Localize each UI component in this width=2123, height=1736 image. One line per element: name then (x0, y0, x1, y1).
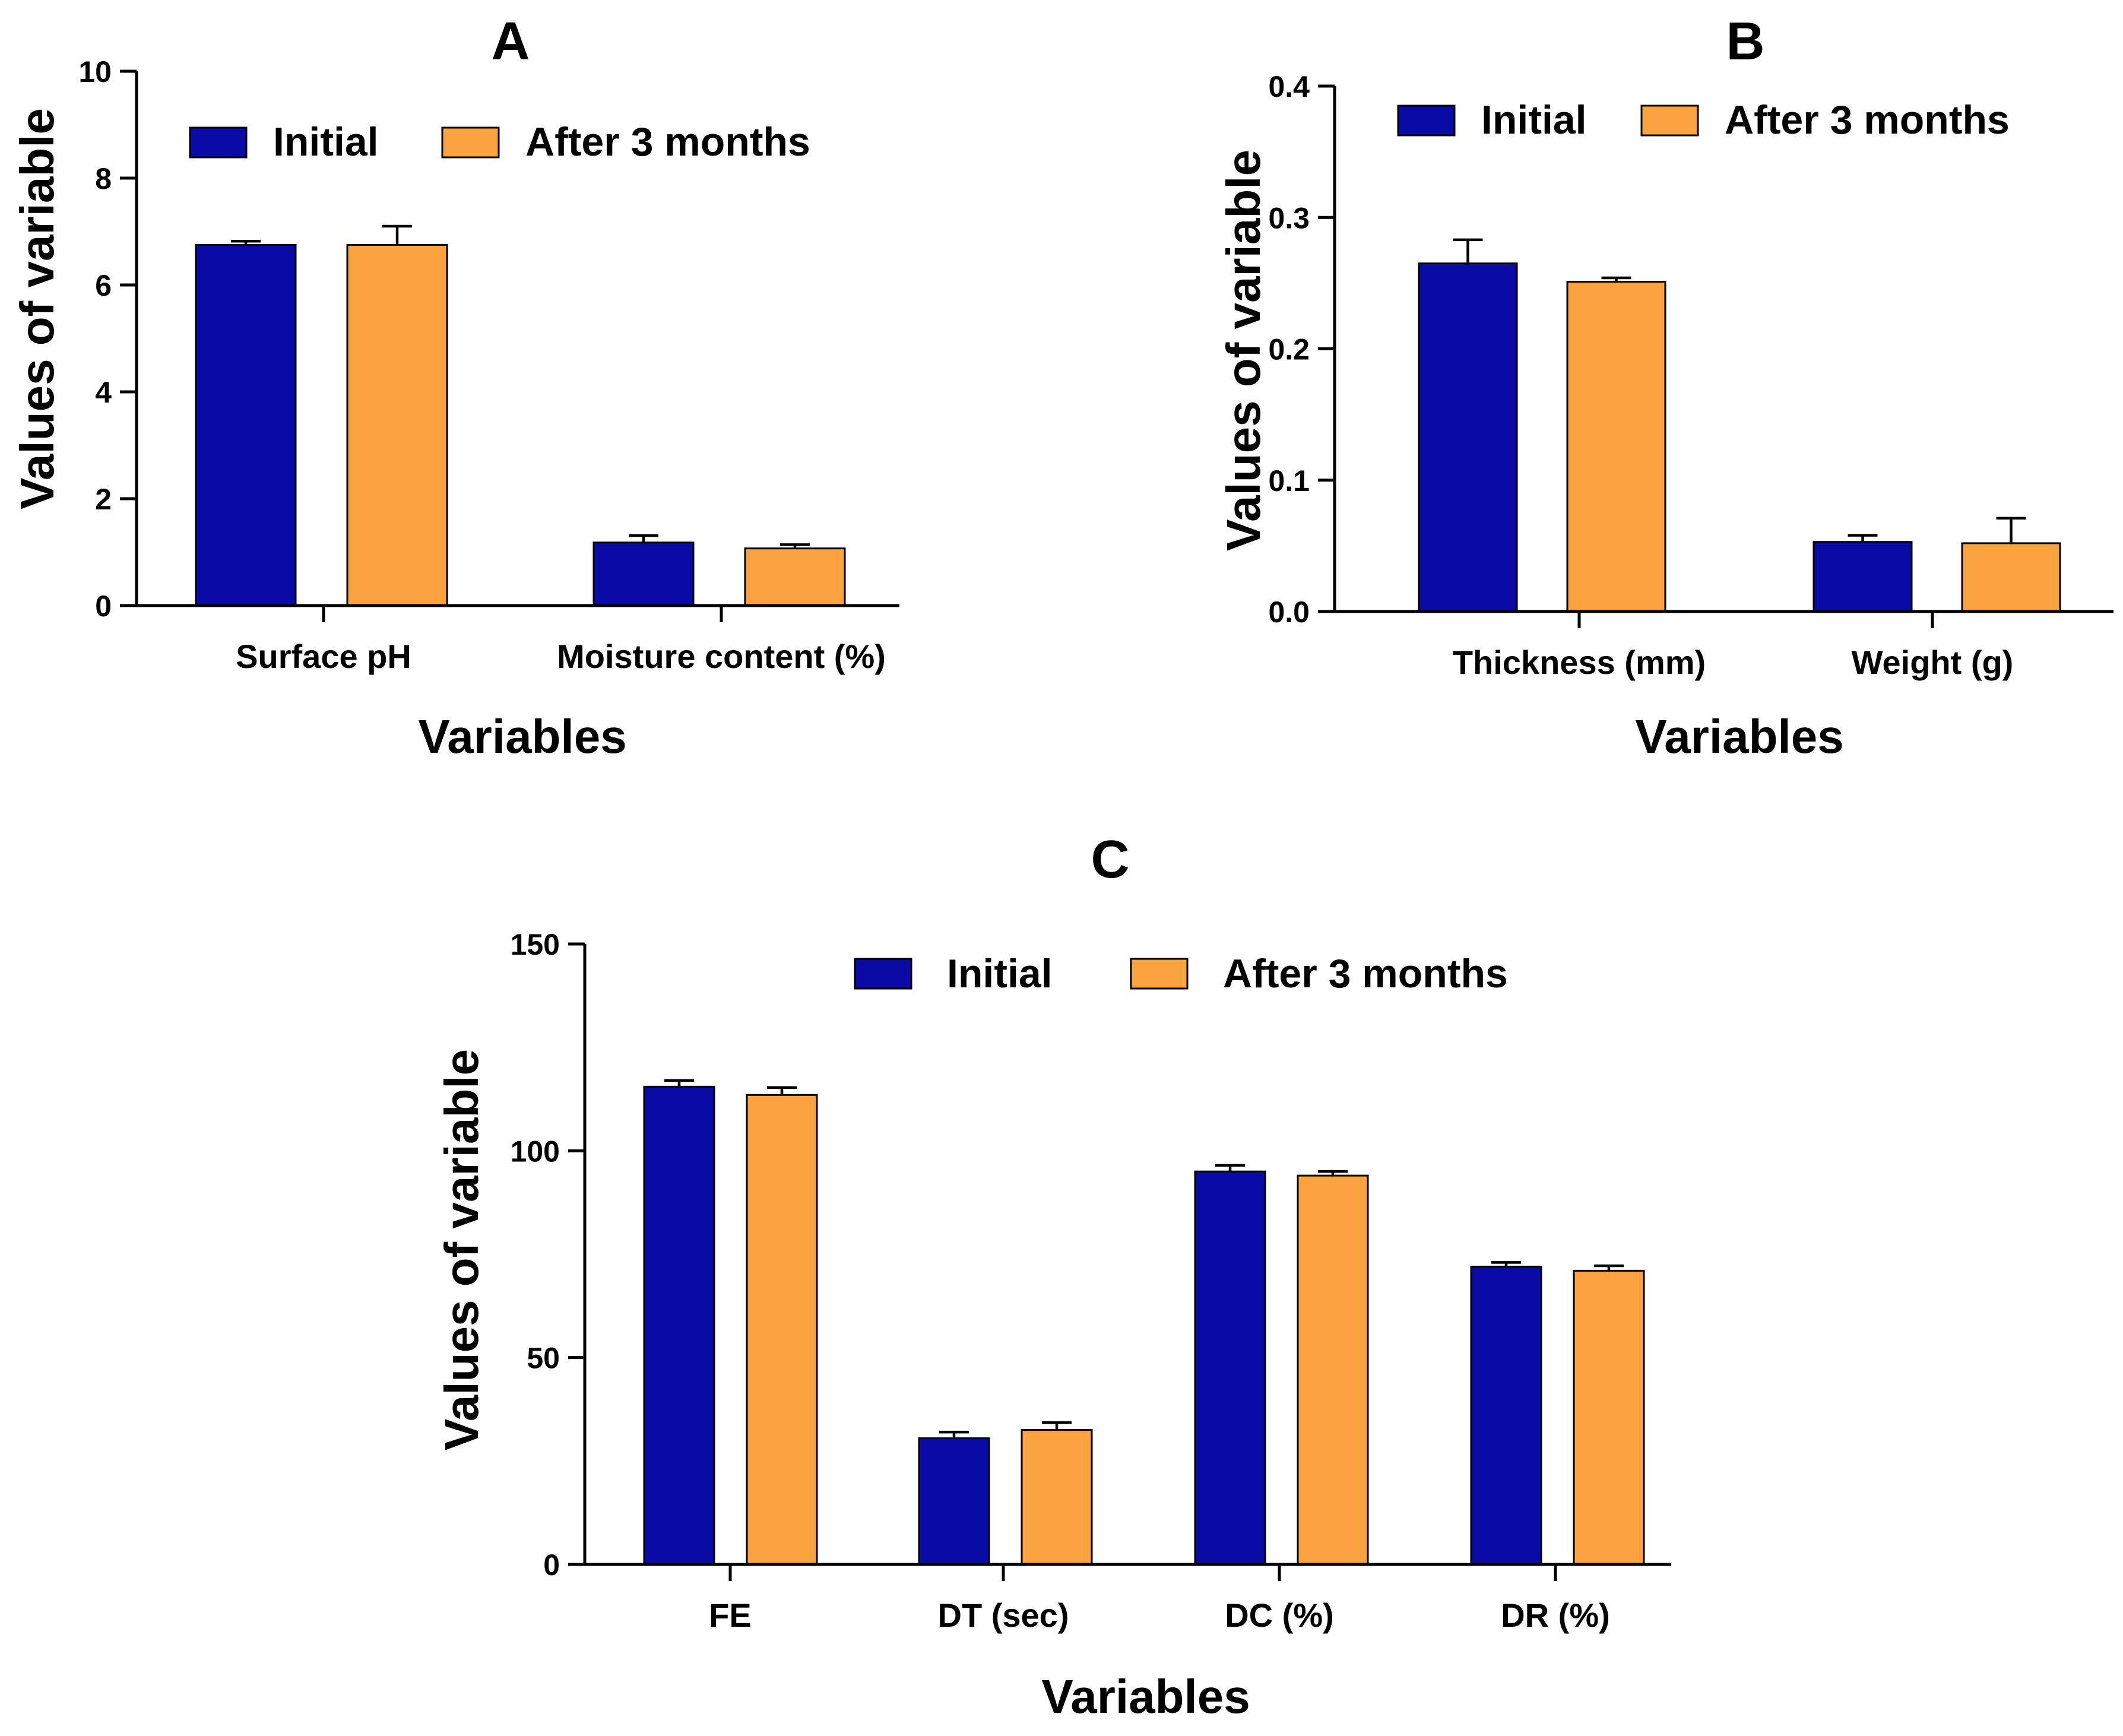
x-tick-label-moisture-content: Moisture content (%) (557, 638, 886, 675)
chart-panel-c: C Variables Values of variable Initial A… (435, 830, 1671, 1723)
x-tick-label-thickness-mm: Thickness (mm) (1453, 644, 1706, 681)
y-axis-title: Values of variable (1217, 150, 1270, 551)
y-tick-label: 6 (95, 269, 112, 302)
y-tick-label: 10 (78, 55, 112, 88)
x-axis-title: Variables (418, 710, 626, 763)
y-axis-title: Values of variable (435, 1049, 488, 1450)
y-tick-label: 4 (95, 376, 112, 409)
error-bar-initial-dr (1491, 1261, 1521, 1267)
x-tick-label-fe: FE (709, 1596, 752, 1634)
bar-initial-surface-ph (195, 244, 297, 607)
bar-after-3-months-weight-g (1961, 542, 2061, 613)
bar-after-3-months-dc (1297, 1174, 1369, 1566)
y-tick-label: 0.0 (1268, 595, 1310, 629)
bar-initial-weight-g (1813, 541, 1913, 613)
bar-after-3-months-surface-ph (346, 244, 448, 607)
error-bar-initial-weight-g (1848, 534, 1878, 542)
bar-after-3-months-moisture-content (744, 547, 846, 607)
bar-initial-thickness-mm (1418, 262, 1518, 613)
error-bar-after-3-months-dt-sec (1042, 1421, 1072, 1430)
legend-label-after-3-months: After 3 months (525, 119, 810, 164)
error-bar-initial-fe (664, 1079, 694, 1087)
y-tick-label: 0 (95, 590, 112, 623)
y-tick-label: 0.2 (1268, 333, 1310, 366)
error-bar-initial-moisture-content (629, 534, 658, 543)
x-tick-label-dc: DC (%) (1225, 1596, 1334, 1634)
y-axis-title: Values of variable (11, 108, 64, 509)
legend: Initial After 3 months (854, 951, 1508, 996)
error-bar-initial-surface-ph (231, 239, 261, 245)
bar-after-3-months-dr (1573, 1269, 1645, 1566)
y-tick-label: 100 (511, 1135, 560, 1168)
error-bar-after-3-months-surface-ph (382, 224, 412, 245)
error-bar-after-3-months-moisture-content (780, 543, 810, 549)
legend-label-initial: Initial (273, 119, 379, 164)
error-bar-after-3-months-thickness-mm (1601, 276, 1631, 282)
error-bar-after-3-months-dc (1318, 1170, 1348, 1176)
x-tick-label-surface-ph: Surface pH (236, 638, 411, 675)
x-tick-label-dt-sec: DT (sec) (938, 1596, 1069, 1634)
y-tick-label: 8 (95, 162, 112, 195)
bar-initial-dt-sec (918, 1437, 990, 1566)
legend-label-initial: Initial (947, 951, 1053, 996)
legend-label-initial: Initial (1481, 97, 1587, 142)
bar-initial-dr (1470, 1265, 1542, 1566)
chart-panel-b: B Variables Values of variable Initial A… (1217, 12, 2114, 763)
y-tick-label: 2 (95, 483, 112, 516)
y-tick-label: 0.3 (1268, 201, 1310, 235)
legend: Initial After 3 months (1397, 97, 2010, 142)
legend-swatch-after-3-months (1130, 958, 1189, 990)
legend-label-after-3-months: After 3 months (1725, 97, 2010, 142)
y-tick-label: 0 (543, 1548, 560, 1582)
error-bar-initial-dt-sec (939, 1430, 969, 1439)
bar-after-3-months-fe (746, 1094, 818, 1566)
panel-title: A (492, 12, 530, 71)
error-bar-initial-dc (1215, 1164, 1245, 1172)
legend-swatch-initial (189, 126, 248, 159)
legend-swatch-after-3-months (1640, 104, 1699, 137)
y-tick-label: 150 (511, 928, 560, 961)
legend-swatch-after-3-months (441, 126, 500, 159)
error-bar-after-3-months-dr (1594, 1264, 1624, 1271)
legend-label-after-3-months: After 3 months (1223, 951, 1508, 996)
error-bar-after-3-months-fe (767, 1086, 797, 1095)
legend-swatch-initial (854, 958, 912, 990)
bar-initial-fe (643, 1085, 715, 1566)
bar-initial-dc (1194, 1170, 1266, 1566)
bar-initial-moisture-content (592, 541, 695, 607)
chart-panel-a: A Variables Values of variable Initial A… (11, 12, 899, 763)
y-tick-label: 0.1 (1268, 464, 1310, 498)
error-bar-initial-thickness-mm (1453, 238, 1483, 264)
x-tick-label-weight-g: Weight (g) (1852, 644, 2014, 681)
x-axis-title: Variables (1041, 1670, 1250, 1723)
y-tick-label: 0.4 (1268, 70, 1310, 103)
bar-after-3-months-thickness-mm (1566, 281, 1666, 613)
legend: Initial After 3 months (189, 119, 810, 164)
x-axis-title: Variables (1635, 710, 1843, 763)
legend-swatch-initial (1397, 104, 1456, 137)
panel-title: C (1091, 830, 1130, 889)
y-tick-label: 50 (527, 1342, 560, 1375)
error-bar-after-3-months-weight-g (1996, 517, 2026, 543)
x-tick-label-dr: DR (%) (1501, 1596, 1610, 1634)
bar-after-3-months-dt-sec (1021, 1429, 1093, 1566)
panel-title: B (1726, 12, 1765, 71)
